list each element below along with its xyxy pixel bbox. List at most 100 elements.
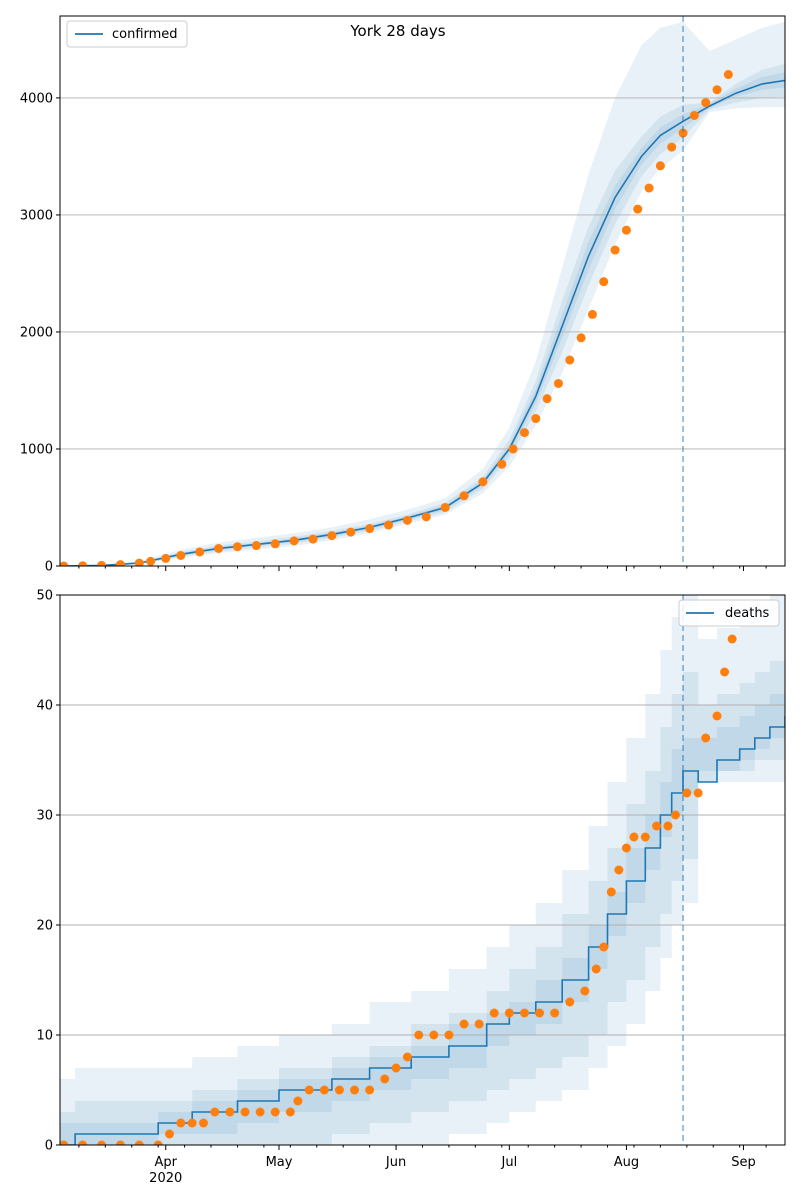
observed-point [319,1085,329,1095]
observed-point [621,225,631,235]
observed-point [553,378,563,388]
observed-point [508,444,518,454]
observed-point [629,832,639,842]
xtick-label-jul: Jul [501,1155,518,1170]
observed-point [723,70,733,80]
ytick-label-30: 30 [36,809,53,824]
confirmed-line [60,79,785,566]
observed-point [720,667,730,677]
legend-box [678,599,780,627]
observed-point [78,1140,88,1145]
ytick-label-0: 0 [45,560,53,575]
observed-point [198,1118,208,1128]
observed-point [565,997,575,1007]
observed-point [60,1140,69,1145]
observed-point [429,1030,439,1040]
observed-point [678,128,688,138]
observed-point [459,1019,469,1029]
observed-point [380,1074,390,1084]
observed-point [402,1052,412,1062]
observed-point [225,1107,235,1117]
observed-point [576,333,586,343]
confirmed-fit-line [60,79,785,566]
observed-point [240,1107,250,1117]
legend-label-confirmed: confirmed [112,27,178,42]
observed-point [289,536,299,546]
observed-point [701,98,711,108]
xtick-label-jun: Jun [385,1155,406,1170]
observed-point [667,142,677,152]
ytick-label-40: 40 [36,699,53,714]
confirmed-panel: 0 1000 2000 3000 4000 York 28 days confirmed [20,15,786,575]
observed-point [652,821,662,831]
observed-point [214,543,224,553]
observed-point [531,414,541,424]
band-outer [60,21,785,566]
observed-point [633,204,643,214]
observed-point [459,491,469,501]
observed-point [614,865,624,875]
observed-point [402,515,412,525]
observed-point [640,832,650,842]
observed-point [478,477,488,487]
confirmed-legend: confirmed [66,20,188,48]
observed-point [542,394,552,404]
observed-point [115,560,125,566]
observed-point [134,1140,144,1145]
observed-point [304,1085,314,1095]
observed-point [504,1008,514,1018]
ytick-label-3000: 3000 [20,208,53,223]
deaths-line [60,716,785,1145]
observed-point [550,1008,560,1018]
confirmed-bands [60,21,785,566]
observed-point [161,553,171,563]
legend-label-deaths: deaths [725,606,770,621]
observed-point [644,183,654,193]
observed-point [384,520,394,530]
observed-point [350,1085,360,1095]
ytick-label-10: 10 [36,1029,53,1044]
observed-point [60,561,69,566]
observed-point [489,1008,499,1018]
observed-point [270,1107,280,1117]
observed-point [334,1085,344,1095]
ytick-label-1000: 1000 [20,442,53,457]
observed-point [115,1140,125,1145]
observed-point [599,942,609,952]
observed-point [712,85,722,95]
xtick-label-aug: Aug [614,1155,639,1170]
observed-point [606,887,616,897]
xtick-label-sep: Sep [731,1155,756,1170]
observed-point [187,1118,197,1128]
observed-point [670,810,680,820]
observed-point [78,561,88,566]
ytick-label-20: 20 [36,919,53,934]
observed-point [474,1019,484,1029]
observed-point [591,964,601,974]
xtick-label-apr: Apr [154,1155,177,1170]
observed-point [308,534,318,544]
observed-point [599,277,609,287]
deaths-bands [60,595,785,1145]
observed-point [327,531,337,541]
confirmed-axes: 0 1000 2000 3000 4000 [20,15,786,575]
observed-point [153,1140,163,1145]
observed-point [621,843,631,853]
observed-point [251,541,261,551]
observed-point [176,1118,186,1128]
observed-point [655,161,665,171]
observed-point [365,524,375,534]
observed-point [232,542,242,552]
xtick-year-label: 2020 [149,1171,182,1186]
observed-point [146,556,156,566]
observed-point [414,1030,424,1040]
observed-point [285,1107,295,1117]
observed-point [693,788,703,798]
observed-point [195,547,205,557]
observed-point [587,309,597,319]
observed-point [270,539,280,549]
observed-point [701,733,711,743]
chart-title: York 28 days [349,22,445,40]
